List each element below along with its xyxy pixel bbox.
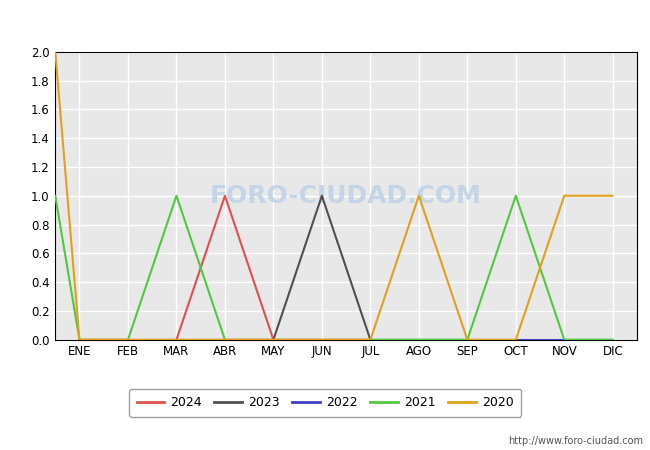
Text: http://www.foro-ciudad.com: http://www.foro-ciudad.com xyxy=(508,436,644,446)
Text: Matriculaciones de Vehículos en Zorraquín: Matriculaciones de Vehículos en Zorraquí… xyxy=(140,14,510,33)
Text: FORO-CIUDAD.COM: FORO-CIUDAD.COM xyxy=(210,184,482,208)
Legend: 2024, 2023, 2022, 2021, 2020: 2024, 2023, 2022, 2021, 2020 xyxy=(129,389,521,417)
